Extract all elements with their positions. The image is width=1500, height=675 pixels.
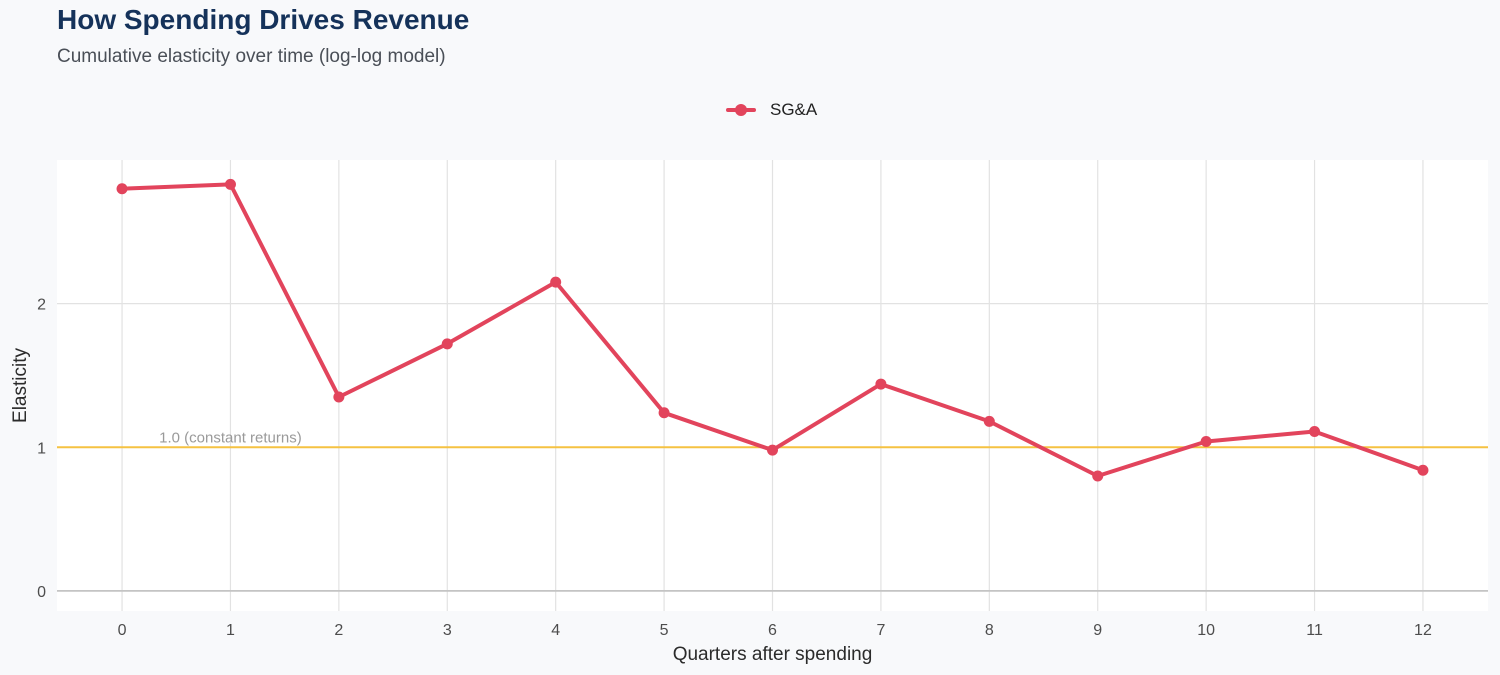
chart-subtitle: Cumulative elasticity over time (log-log…: [57, 46, 446, 67]
data-point: [550, 276, 562, 288]
y-axis-ticks: 0 1 2: [37, 297, 46, 601]
x-axis-ticks: 0 1 2 3 4 5 6 7 8 9 10 11 12: [118, 622, 1432, 639]
legend-key-point: [735, 104, 747, 116]
x-tick-label: 1: [226, 622, 235, 639]
x-tick-label: 11: [1306, 622, 1323, 639]
data-point: [441, 338, 453, 350]
data-point: [333, 391, 345, 403]
data-point: [875, 378, 887, 390]
x-tick-label: 4: [551, 622, 560, 639]
x-tick-label: 10: [1197, 622, 1215, 639]
data-point: [224, 178, 236, 190]
legend-key-sga: [726, 98, 756, 122]
x-tick-label: 3: [443, 622, 452, 639]
x-tick-label: 0: [118, 622, 127, 639]
y-tick-label: 2: [37, 297, 46, 314]
x-tick-label: 9: [1093, 622, 1102, 639]
chart-title: How Spending Drives Revenue: [57, 4, 470, 35]
data-point: [767, 444, 778, 456]
x-tick-label: 6: [768, 622, 777, 639]
data-point: [116, 183, 128, 195]
x-tick-label: 12: [1414, 622, 1432, 639]
x-tick-label: 8: [985, 622, 994, 639]
x-axis-label: Quarters after spending: [673, 644, 873, 665]
legend: SG&A: [726, 98, 817, 122]
x-tick-label: 7: [876, 622, 885, 639]
legend-label-sga: SG&A: [770, 100, 818, 119]
data-point: [1417, 464, 1429, 476]
x-tick-label: 2: [334, 622, 343, 639]
data-point: [1092, 470, 1104, 482]
reference-line-label: 1.0 (constant returns): [159, 429, 302, 446]
y-tick-label: 1: [37, 440, 46, 457]
y-axis-label: Elasticity: [10, 348, 31, 423]
data-point: [1200, 436, 1212, 448]
series-sga: [116, 178, 1429, 482]
data-point: [1309, 425, 1321, 437]
data-point: [983, 415, 995, 427]
y-tick-label: 0: [37, 584, 46, 601]
x-tick-label: 5: [660, 622, 669, 639]
data-point: [658, 407, 670, 419]
